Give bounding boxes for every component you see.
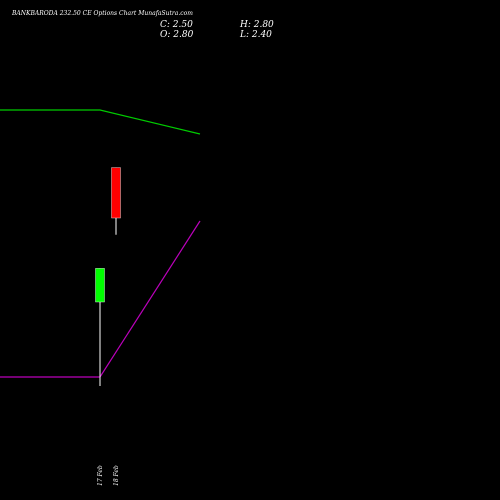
close-value: C: 2.50 xyxy=(160,20,193,30)
open-value: O: 2.80 xyxy=(160,30,194,40)
low-value: L: 2.40 xyxy=(239,30,272,40)
high-value: H: 2.80 xyxy=(239,20,274,30)
overlay-line-1 xyxy=(0,109,201,135)
chart-title: BANKBARODA 232.50 CE Options Chart Munaf… xyxy=(11,10,193,17)
x-tick-label: 18 Feb xyxy=(113,465,120,486)
candle-body xyxy=(111,167,121,219)
candles xyxy=(95,167,121,386)
x-tick-label: 17 Feb xyxy=(97,465,104,486)
candle-body xyxy=(95,268,105,303)
x-axis-ticks: 17 Feb 18 Feb xyxy=(97,465,120,486)
